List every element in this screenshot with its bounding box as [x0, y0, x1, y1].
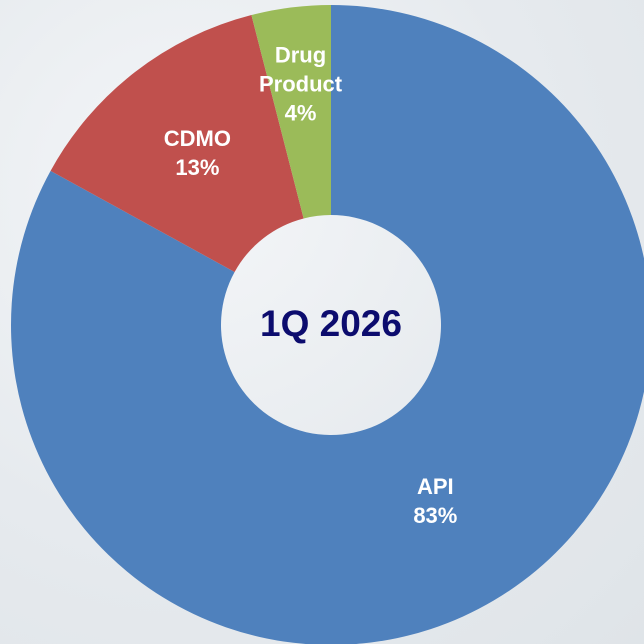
slice-label: CDMO 13%	[141, 124, 253, 182]
slice-label: Drug Product 4%	[245, 40, 357, 127]
value-label: 4%	[284, 100, 317, 126]
chart-title: 1Q 2026	[260, 303, 402, 344]
donut-slice	[50, 15, 304, 273]
category-label: API	[417, 474, 454, 500]
category-label: CDMO	[163, 125, 231, 151]
slice-label: API 83%	[379, 472, 491, 530]
category-label: Drug Product	[258, 42, 343, 97]
value-label: 13%	[175, 154, 220, 180]
value-label: 83%	[413, 503, 458, 529]
donut-slice	[251, 5, 331, 219]
donut-slice	[11, 5, 644, 644]
